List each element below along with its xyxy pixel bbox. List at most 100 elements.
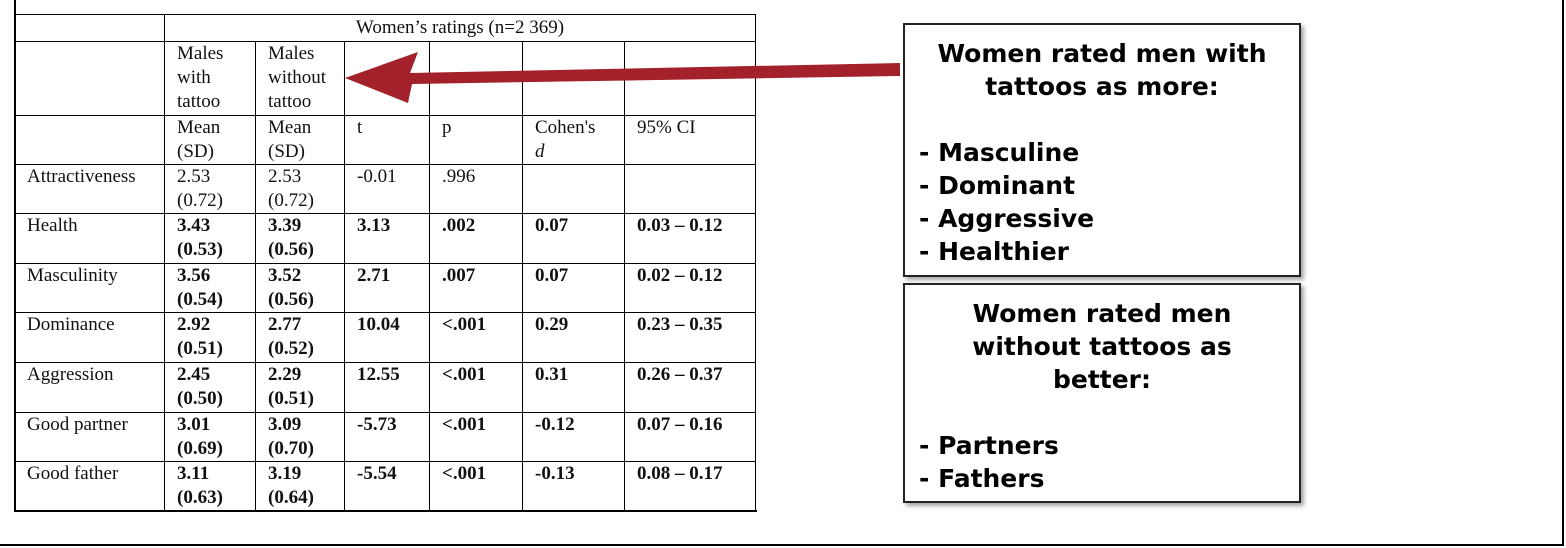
p-value: .007 bbox=[429, 263, 523, 313]
cell-value: (0.54) bbox=[177, 289, 223, 310]
table-row: Attractiveness 2.53 (0.72) 2.53 (0.72) -0.01.… bbox=[14, 164, 756, 214]
cell-value: (0.52) bbox=[268, 338, 314, 359]
row-label: Dominance bbox=[14, 312, 165, 363]
ci: 0.02 – 0.12 bbox=[624, 263, 756, 313]
cell-value: <.001 bbox=[442, 314, 487, 335]
cell-value: 2.53 bbox=[268, 166, 302, 187]
mean-sd-tattoo: 3.01 (0.69) bbox=[164, 412, 256, 462]
callout-item: - Dominant bbox=[919, 171, 1076, 200]
row-label: Masculinity bbox=[14, 263, 165, 313]
mean-sd-no-tattoo: 3.52 (0.56) bbox=[255, 263, 345, 313]
ci: 0.08 – 0.17 bbox=[624, 461, 756, 512]
cell-value: .996 bbox=[442, 166, 476, 187]
p-value: .996 bbox=[429, 164, 523, 214]
mean-sd-tattoo: 2.45 (0.50) bbox=[164, 362, 256, 413]
p-value: <.001 bbox=[429, 461, 523, 512]
group-header-row: Women’s ratings (n=2 369) bbox=[14, 14, 756, 42]
mean-sd-no-tattoo: 3.09 (0.70) bbox=[255, 412, 345, 462]
column-header-cell: Cohen's d bbox=[522, 115, 625, 165]
column-header: 95% CI bbox=[624, 115, 756, 165]
callout-box: Women rated men with tattoos as more: - … bbox=[903, 23, 1301, 277]
mean-sd-tattoo: 2.53 (0.72) bbox=[164, 164, 256, 214]
cell-value: 0.26 – 0.37 bbox=[637, 364, 723, 385]
table-row: Dominance 2.92 (0.51) 2.77 (0.52) 10.04 <.001 0… bbox=[14, 312, 756, 363]
cell-value: (0.72) bbox=[177, 190, 223, 211]
row-label: Attractiveness bbox=[14, 164, 165, 214]
cell-value: 3.52 bbox=[268, 265, 302, 286]
column-group: Males without tattoo bbox=[255, 41, 345, 116]
cell-value: -0.13 bbox=[535, 463, 575, 484]
cell-value: (0.69) bbox=[177, 438, 223, 459]
column-header: Mean (SD) bbox=[164, 115, 256, 165]
cell-value: 3.13 bbox=[357, 215, 391, 236]
row-label: Health bbox=[14, 213, 165, 264]
cell-value: 3.39 bbox=[268, 215, 302, 236]
cell-value: (0.56) bbox=[268, 239, 314, 260]
ratings-table: Women’s ratings (n=2 369) Males with tat… bbox=[14, 14, 756, 512]
callout-title: Women rated men with tattoos as more: bbox=[937, 39, 1267, 101]
table-row: Health 3.43 (0.53) 3.39 (0.56) 3.13 .002 0.07 0.… bbox=[14, 213, 756, 264]
t-value: 2.71 bbox=[344, 263, 430, 313]
cell-value: (0.51) bbox=[177, 338, 223, 359]
cell-value: -5.54 bbox=[357, 463, 397, 484]
arrow bbox=[345, 52, 900, 103]
t-value: -0.01 bbox=[344, 164, 430, 214]
t-value: 3.13 bbox=[344, 213, 430, 264]
cell-value: 0.07 bbox=[535, 265, 569, 286]
t-value: 12.55 bbox=[344, 362, 430, 413]
table-row: Good father 3.11 (0.63) 3.19 (0.64) -5.54 <.00… bbox=[14, 461, 756, 512]
cell-value: 3.11 bbox=[177, 463, 210, 484]
mean-sd-no-tattoo: 3.19 (0.64) bbox=[255, 461, 345, 512]
cell-value: 0.08 – 0.17 bbox=[637, 463, 723, 484]
mean-sd-tattoo: 3.11 (0.63) bbox=[164, 461, 256, 512]
cell-value: <.001 bbox=[442, 364, 487, 385]
mean-sd-no-tattoo: 2.53 (0.72) bbox=[255, 164, 345, 214]
cell-value: 3.01 bbox=[177, 414, 211, 435]
callout-box: Women rated men without tattoos as bette… bbox=[903, 283, 1301, 503]
mean-sd-no-tattoo: 2.29 (0.51) bbox=[255, 362, 345, 413]
callout-item: - Partners bbox=[919, 431, 1059, 460]
table-row: Aggression 2.45 (0.50) 2.29 (0.51) 12.55 <.001… bbox=[14, 362, 756, 413]
row-label: Good father bbox=[14, 461, 165, 512]
cell-value: (0.64) bbox=[268, 487, 314, 508]
cell-value: 3.56 bbox=[177, 265, 211, 286]
mean-sd-no-tattoo: 2.77 (0.52) bbox=[255, 312, 345, 363]
cell-value: 2.92 bbox=[177, 314, 211, 335]
cell-value: (0.56) bbox=[268, 289, 314, 310]
cell-value: 2.77 bbox=[268, 314, 302, 335]
cell-value: 3.43 bbox=[177, 215, 211, 236]
cell-value: (0.72) bbox=[268, 190, 314, 211]
ci: 0.23 – 0.35 bbox=[624, 312, 756, 363]
cell-value: 10.04 bbox=[357, 314, 400, 335]
cell-value: (0.53) bbox=[177, 239, 223, 260]
cell-value: 2.45 bbox=[177, 364, 211, 385]
cohens-d: -0.12 bbox=[522, 412, 625, 462]
cell-value: 3.09 bbox=[268, 414, 302, 435]
cell-value: (0.50) bbox=[177, 388, 223, 409]
cell-value: 0.29 bbox=[535, 314, 569, 335]
callout-item: - Fathers bbox=[919, 464, 1045, 493]
cell-value: (0.70) bbox=[268, 438, 314, 459]
column-header-row: Mean (SD) Mean (SD) t p Cohen's d 95% CI bbox=[14, 115, 756, 165]
empty-cell bbox=[14, 115, 165, 165]
cell-value: 0.02 – 0.12 bbox=[637, 265, 723, 286]
cohens-d: -0.13 bbox=[522, 461, 625, 512]
cohens-d bbox=[522, 164, 625, 214]
cell-value: 0.31 bbox=[535, 364, 569, 385]
cell-value: (0.63) bbox=[177, 487, 223, 508]
cell-value: .007 bbox=[442, 265, 476, 286]
cell-value: .002 bbox=[442, 215, 476, 236]
callout-item: - Aggressive bbox=[919, 204, 1095, 233]
callout-item: - Masculine bbox=[919, 138, 1080, 167]
column-header: Cohen's bbox=[535, 117, 596, 138]
p-value: <.001 bbox=[429, 412, 523, 462]
column-group: Males with tattoo bbox=[164, 41, 256, 116]
mean-sd-no-tattoo: 3.39 (0.56) bbox=[255, 213, 345, 264]
cell-value: 0.23 – 0.35 bbox=[637, 314, 723, 335]
callout-title: Women rated men without tattoos as bette… bbox=[972, 299, 1232, 394]
cell-value: -0.12 bbox=[535, 414, 575, 435]
cohens-d: 0.31 bbox=[522, 362, 625, 413]
cell-value: 0.03 – 0.12 bbox=[637, 215, 723, 236]
